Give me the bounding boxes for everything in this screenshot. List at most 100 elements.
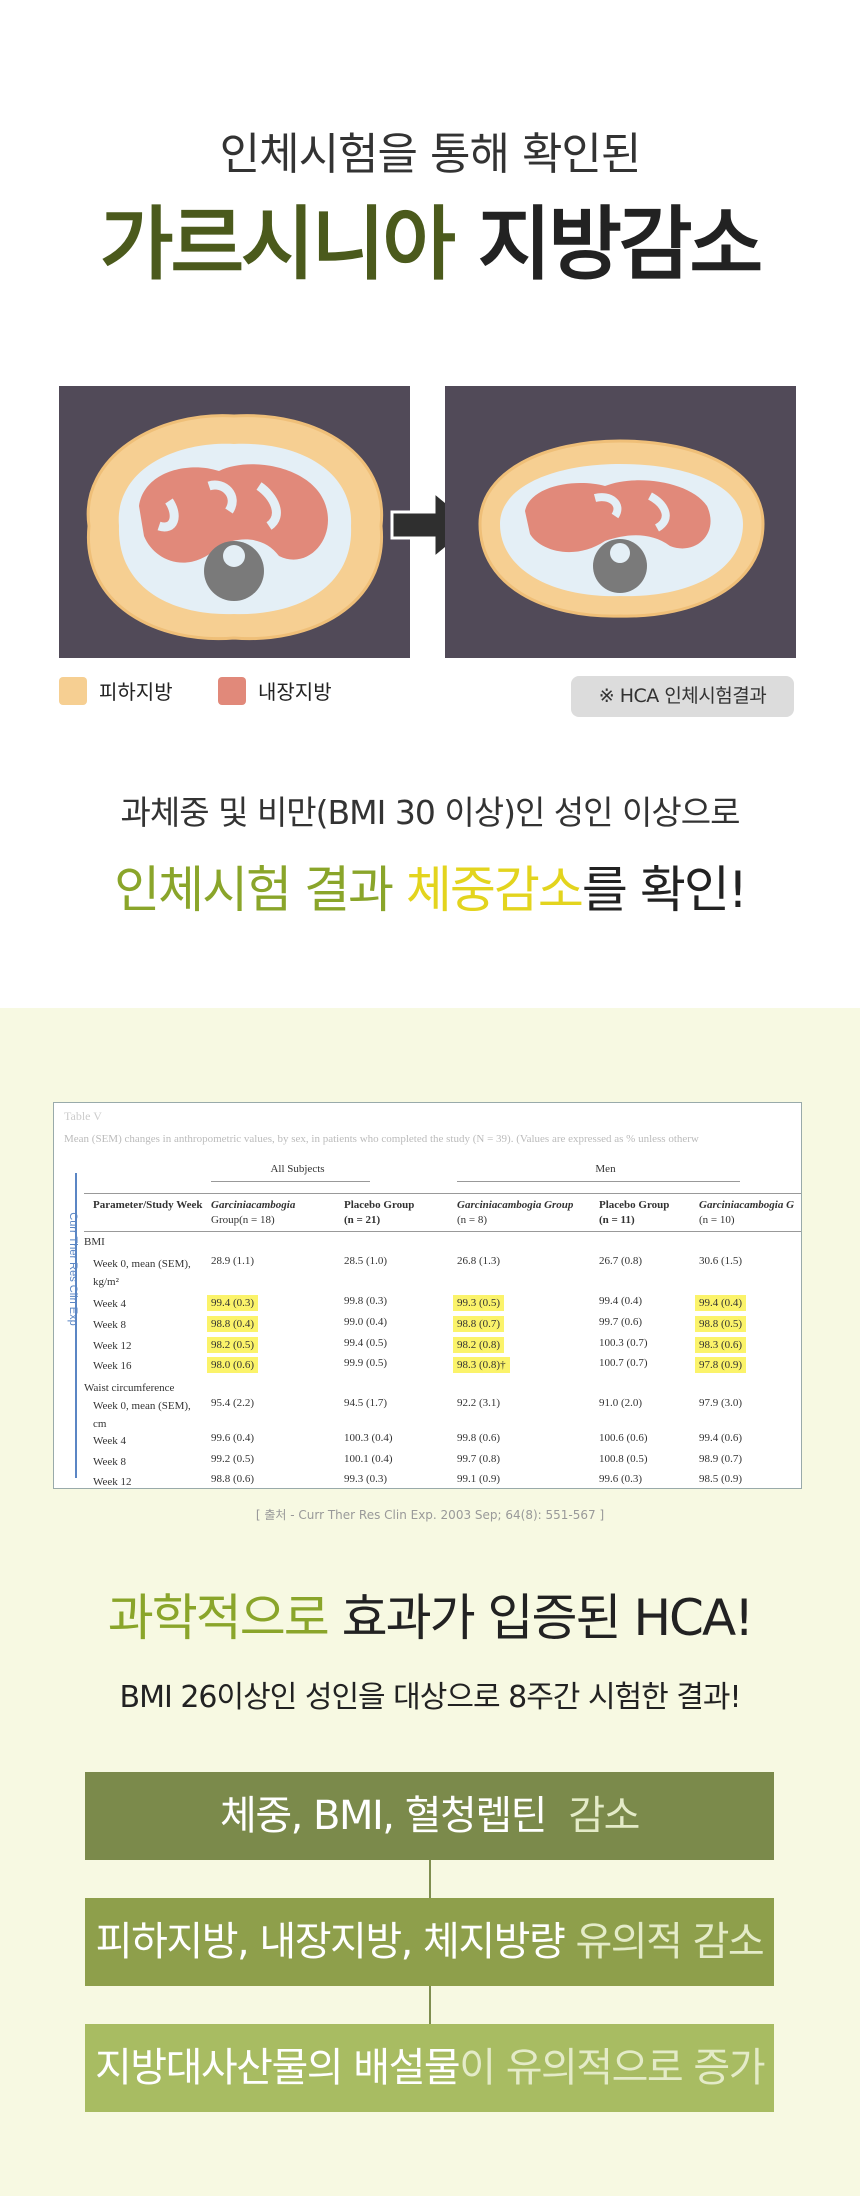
cell: 99.4 (0.6)	[699, 1432, 743, 1444]
cell: 99.7 (0.6)	[599, 1316, 643, 1328]
cell: 99.4 (0.4)	[695, 1295, 747, 1311]
text-green: 인체시험 결과	[114, 861, 406, 919]
after-image	[445, 386, 796, 658]
cell: 100.6 (0.6)	[599, 1432, 648, 1444]
row-label: Week 12	[93, 1340, 132, 1352]
cell: 99.6 (0.4)	[211, 1432, 255, 1444]
row-label: Week 8	[93, 1456, 127, 1468]
abdomen-illustration	[86, 414, 384, 641]
legend-swatch	[59, 676, 87, 705]
cell: 26.8 (1.3)	[457, 1255, 501, 1267]
cell: 98.3 (0.8)†	[453, 1357, 510, 1373]
bar-rest: 이 유의적으로 증가	[459, 2045, 765, 2091]
cell: 99.0 (0.4)	[344, 1316, 388, 1328]
summary-line: 과체중 및 비만(BMI 30 이상)인 성인 이상으로	[120, 793, 741, 832]
abdomen-illustration	[478, 439, 765, 618]
title: 가르시니아 지방감소	[0, 180, 860, 296]
study-table: Table V Mean (SEM) changes in anthropomet…	[53, 1102, 802, 1489]
cell: 100.3 (0.4)	[344, 1432, 393, 1444]
cell: 100.8 (0.5)	[599, 1453, 648, 1465]
cell: 99.4 (0.5)	[344, 1337, 388, 1349]
bar-rest: 감소	[545, 1793, 640, 1839]
cell: 99.2 (0.5)	[211, 1453, 255, 1465]
bar-main: 체중, BMI, 혈청렙틴	[220, 1793, 547, 1839]
badge: ※ HCA 인체시험결과	[571, 676, 794, 717]
connector	[429, 1860, 431, 1898]
cell: 98.3 (0.6)	[695, 1337, 747, 1353]
cell: 98.5 (0.9)	[699, 1473, 743, 1485]
result-bar: 체중, BMI, 혈청렙틴 감소	[85, 1772, 774, 1860]
legend-item: 내장지방	[218, 676, 332, 705]
cell: 98.9 (0.7)	[699, 1453, 743, 1465]
summary-headline: 인체시험 결과 체중감소를 확인!	[0, 850, 860, 922]
side-text: Curr Ther Res Clin Exp	[66, 1212, 79, 1326]
column-header: (n = 8)	[457, 1214, 488, 1226]
cell: 97.9 (3.0)	[699, 1397, 743, 1409]
cell: 28.5 (1.0)	[344, 1255, 388, 1267]
bar-rest: 유의적 감소	[564, 1919, 764, 1965]
bar-main: 지방대사산물의 배설물	[94, 2045, 461, 2091]
table-rule	[84, 1193, 801, 1194]
column-header: Placebo Group	[344, 1199, 415, 1211]
column-header: (n = 11)	[599, 1214, 635, 1226]
subtitle: 인체시험을 통해 확인된	[219, 129, 642, 180]
column-header: (n = 10)	[699, 1214, 735, 1226]
column-header: Garciniacambogia	[211, 1199, 296, 1211]
text-dark: 효과가 입증된 HCA!	[327, 1589, 755, 1647]
row-label: Week 8	[93, 1319, 127, 1331]
column-header: Garciniacambogia G	[699, 1199, 795, 1211]
source: [ 출처 - Curr Ther Res Clin Exp. 2003 Sep;…	[255, 1508, 605, 1522]
title-rest: 지방감소	[452, 198, 763, 291]
before-image	[59, 386, 410, 658]
legend-label: 내장지방	[258, 680, 332, 704]
group-rule	[457, 1181, 740, 1182]
cell: 99.4 (0.4)	[599, 1295, 643, 1307]
cell: 99.8 (0.6)	[457, 1432, 501, 1444]
cell: 91.0 (2.0)	[599, 1397, 643, 1409]
cell: 99.3 (0.3)	[344, 1473, 388, 1485]
cell: 99.4 (0.3)	[207, 1295, 259, 1311]
cell: 99.9 (0.5)	[344, 1357, 388, 1369]
legend-item: 피하지방	[59, 676, 173, 705]
text-green: 과학적으로	[107, 1589, 330, 1647]
table-caption: Mean (SEM) changes in anthropometric val…	[64, 1133, 699, 1145]
cell: 26.7 (0.8)	[599, 1255, 643, 1267]
cell: 98.2 (0.8)	[453, 1337, 505, 1353]
row-label: Week 16	[93, 1360, 132, 1372]
row-label: BMI	[84, 1236, 105, 1248]
text-yellow: 체중감소	[405, 861, 584, 919]
result-subtitle: BMI 26이상인 성인을 대상으로 8주간 시험한 결과!	[119, 1680, 741, 1715]
cell: 30.6 (1.5)	[699, 1255, 743, 1267]
cell: 98.8 (0.4)	[207, 1316, 259, 1332]
cell: 99.1 (0.9)	[457, 1473, 501, 1485]
legend-label: 피하지방	[99, 680, 173, 704]
legend-swatch	[218, 676, 246, 705]
column-header: Placebo Group	[599, 1199, 670, 1211]
column-header: Group(n = 18)	[211, 1214, 275, 1226]
column-header: Parameter/Study Week	[93, 1199, 203, 1211]
text-dark: 를 확인!	[581, 861, 748, 919]
cell: 100.3 (0.7)	[599, 1337, 648, 1349]
row-label: Week 4	[93, 1435, 127, 1447]
row-label: Week 0, mean (SEM), cm	[93, 1400, 191, 1430]
cell: 92.2 (3.1)	[457, 1397, 501, 1409]
result-bar: 지방대사산물의 배설물이 유의적으로 증가	[85, 2024, 774, 2112]
cell: 98.8 (0.7)	[453, 1316, 505, 1332]
row-label: Week 0, mean (SEM), kg/m²	[93, 1258, 191, 1288]
group-header: Men	[595, 1163, 616, 1175]
cell: 99.7 (0.8)	[457, 1453, 501, 1465]
cell: 97.8 (0.9)	[695, 1357, 747, 1373]
cell: 94.5 (1.7)	[344, 1397, 388, 1409]
cell: 95.4 (2.2)	[211, 1397, 255, 1409]
cell: 28.9 (1.1)	[211, 1255, 255, 1267]
cell: 98.0 (0.6)	[207, 1357, 259, 1373]
column-header: (n = 21)	[344, 1214, 381, 1226]
row-label: Waist circumference	[84, 1382, 175, 1394]
table-label: Table V	[64, 1109, 102, 1123]
cell: 98.2 (0.5)	[207, 1337, 259, 1353]
cell: 98.8 (0.6)	[211, 1473, 255, 1485]
side-line	[75, 1173, 77, 1478]
result-title: 과학적으로 효과가 입증된 HCA!	[0, 1578, 860, 1650]
column-header: Garciniacambogia Group	[457, 1199, 574, 1211]
